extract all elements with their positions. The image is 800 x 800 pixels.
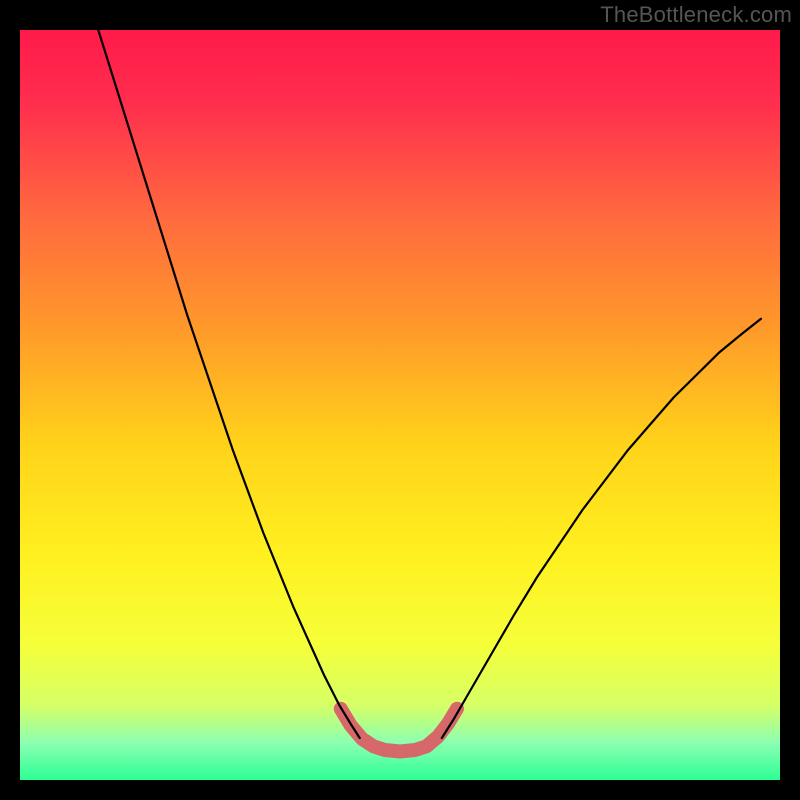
bottleneck-chart-container: TheBottleneck.com xyxy=(0,0,800,800)
bottleneck-chart-svg xyxy=(0,0,800,800)
watermark-text: TheBottleneck.com xyxy=(600,2,792,28)
